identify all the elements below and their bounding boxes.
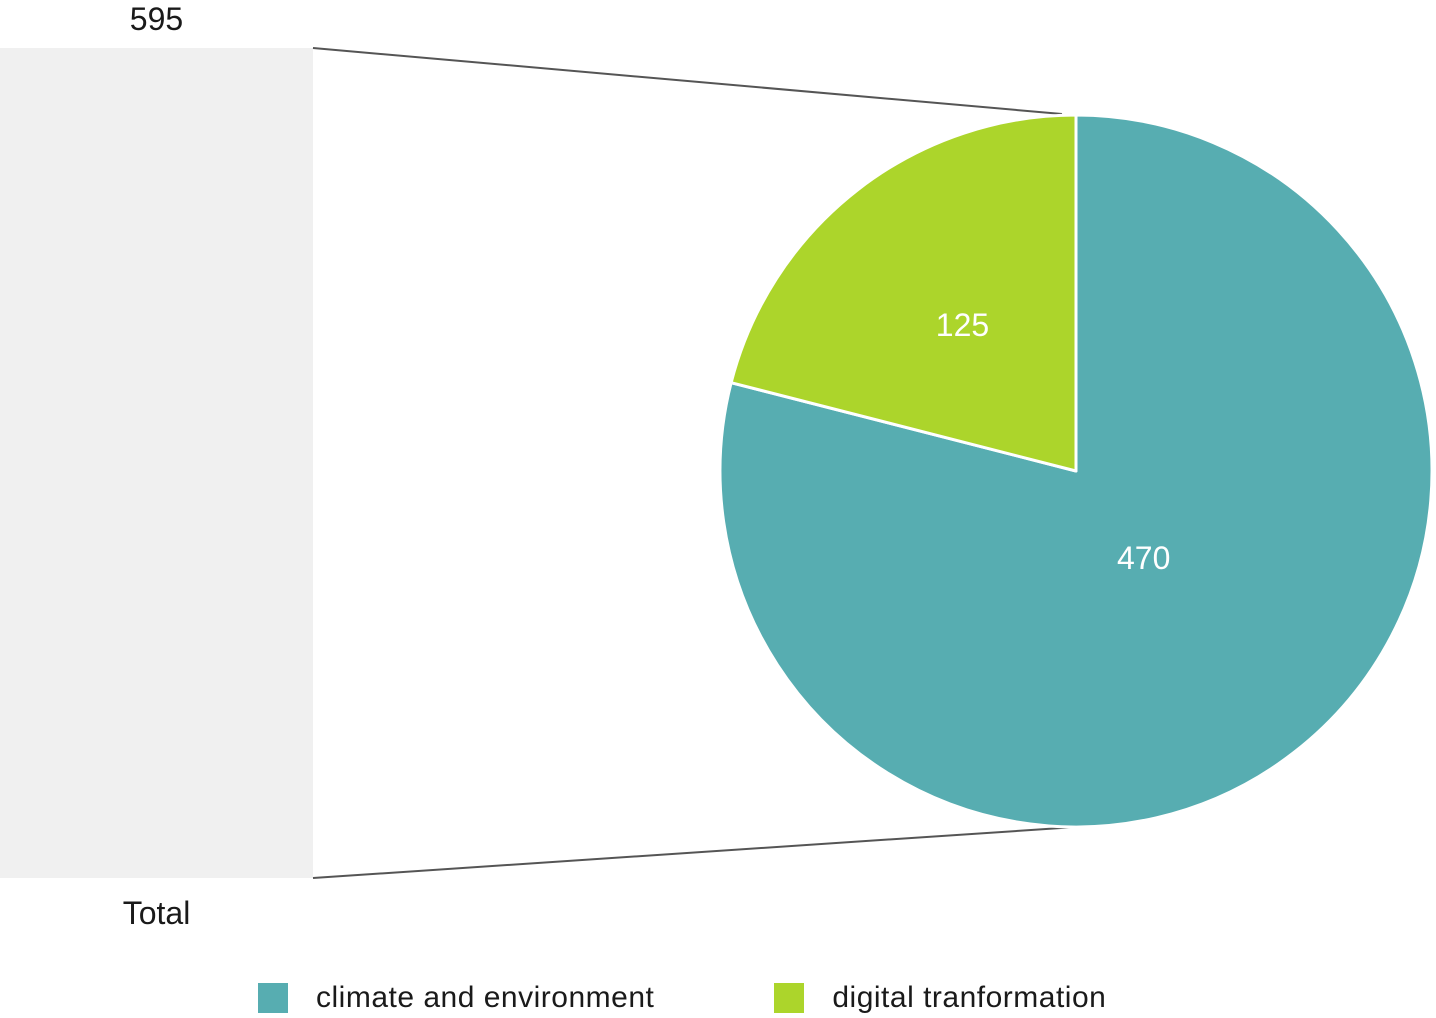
legend-label-climate: climate and environment <box>316 981 655 1014</box>
bar-layer <box>0 48 313 878</box>
pie-layer <box>718 113 1434 829</box>
pie-slice-label-climate: 470 <box>1117 540 1170 576</box>
legend-item-digital: digital tranformation <box>774 981 1106 1015</box>
legend-swatch-climate <box>258 983 288 1013</box>
legend: climate and environment digital tranform… <box>258 978 1226 1018</box>
connector-line-top <box>312 47 1063 115</box>
data-labels: 595 Total 470 125 <box>123 1 1171 931</box>
bar-total <box>0 48 313 878</box>
pie-slice-digital <box>729 113 1078 473</box>
pie-slice-label-digital: 125 <box>936 307 989 343</box>
legend-swatch-digital <box>774 983 805 1013</box>
connector-lines <box>312 47 1077 879</box>
legend-item-climate: climate and environment <box>258 981 654 1015</box>
bar-value-label: 595 <box>130 1 183 37</box>
legend-label-digital: digital tranformation <box>832 981 1107 1014</box>
bar-category-label: Total <box>123 895 191 931</box>
connector-line-bottom <box>312 826 1077 879</box>
